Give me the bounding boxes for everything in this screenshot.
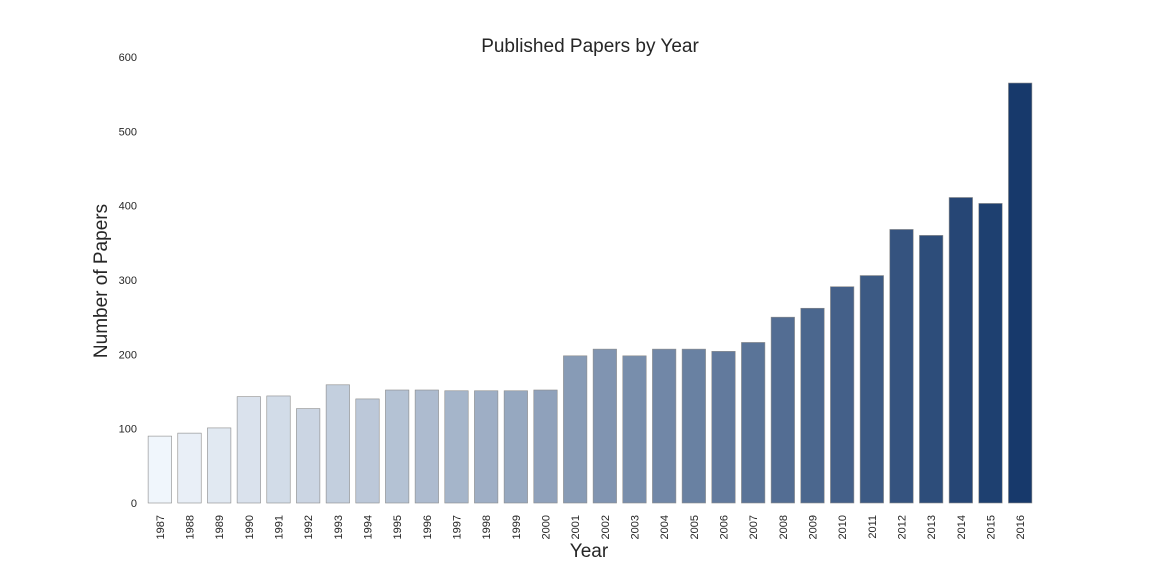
x-tick-label: 2016 (1015, 515, 1027, 539)
bar-2003 (622, 355, 647, 504)
x-tick-label: 1991 (274, 515, 286, 539)
y-tick-label: 0 (131, 498, 137, 510)
bar-2013 (919, 235, 944, 504)
bar-1995 (385, 389, 410, 504)
bar-2009 (800, 307, 825, 504)
x-tick-label: 1988 (185, 515, 197, 539)
y-tick-label: 200 (119, 349, 137, 361)
bar-2002 (592, 348, 617, 504)
bar-2001 (563, 355, 588, 504)
x-tick-label: 1994 (363, 515, 375, 539)
x-axis-ticks: 1987 1988 1989 1990 1991 1992 1993 1994 1995 1996… (155, 515, 1027, 539)
y-tick-label: 300 (119, 275, 137, 287)
x-tick-label: 2000 (541, 515, 553, 539)
x-tick-label: 2010 (837, 515, 849, 539)
x-tick-label: 1995 (392, 515, 404, 539)
chart-title: Published Papers by Year (481, 36, 699, 57)
bar-1996 (414, 389, 439, 504)
bar-2012 (889, 229, 914, 504)
x-tick-label: 1992 (303, 515, 315, 539)
bar-1993 (325, 384, 350, 504)
x-tick-label: 2008 (778, 515, 790, 539)
x-tick-label: 2012 (897, 515, 909, 539)
bar-1992 (296, 408, 321, 504)
y-tick-label: 500 (119, 126, 137, 138)
x-tick-label: 2001 (570, 515, 582, 539)
bar-1997 (444, 390, 469, 504)
x-tick-label: 2014 (956, 515, 968, 539)
y-axis-label: Number of Papers (91, 204, 112, 358)
x-tick-label: 2011 (867, 515, 879, 539)
bar-2015 (978, 203, 1003, 504)
bar-1989 (207, 427, 232, 504)
x-tick-label: 2003 (630, 515, 642, 539)
bar-2008 (770, 316, 795, 504)
y-axis-ticks: 0 100 200 300 400 500 600 (119, 52, 137, 510)
bar-2004 (652, 348, 677, 504)
x-tick-label: 2002 (600, 515, 612, 539)
bar-2010 (830, 286, 855, 504)
x-tick-label: 1990 (244, 515, 256, 539)
x-tick-label: 1993 (333, 515, 345, 539)
x-tick-label: 1987 (155, 515, 167, 539)
bar-2007 (741, 342, 766, 504)
x-tick-label: 1996 (422, 515, 434, 539)
y-tick-label: 600 (119, 52, 137, 64)
x-tick-label: 1989 (214, 515, 226, 539)
y-tick-label: 100 (119, 424, 137, 436)
bar-1988 (177, 432, 202, 504)
bar-1994 (355, 398, 380, 504)
bar-2000 (533, 389, 558, 504)
x-tick-label: 1999 (511, 515, 523, 539)
x-tick-label: 2005 (689, 515, 701, 539)
x-axis-label: Year (570, 541, 609, 562)
x-tick-label: 2004 (659, 515, 671, 539)
bar-1987 (147, 435, 172, 504)
bar-1990 (236, 396, 261, 504)
bar-2014 (948, 197, 973, 504)
bar-1999 (503, 390, 528, 504)
bar-2016 (1008, 82, 1033, 504)
x-tick-label: 2006 (719, 515, 731, 539)
bar-2005 (681, 348, 706, 504)
bar-2011 (859, 275, 884, 504)
x-tick-label: 1997 (452, 515, 464, 539)
bar-2006 (711, 351, 736, 504)
x-tick-label: 1998 (481, 515, 493, 539)
y-tick-label: 400 (119, 201, 137, 213)
x-tick-label: 2007 (748, 515, 760, 539)
bar-1998 (474, 390, 499, 504)
bars (147, 82, 1033, 504)
x-tick-label: 2009 (808, 515, 820, 539)
bar-1991 (266, 395, 291, 504)
x-tick-label: 2013 (926, 515, 938, 539)
x-tick-label: 2015 (986, 515, 998, 539)
